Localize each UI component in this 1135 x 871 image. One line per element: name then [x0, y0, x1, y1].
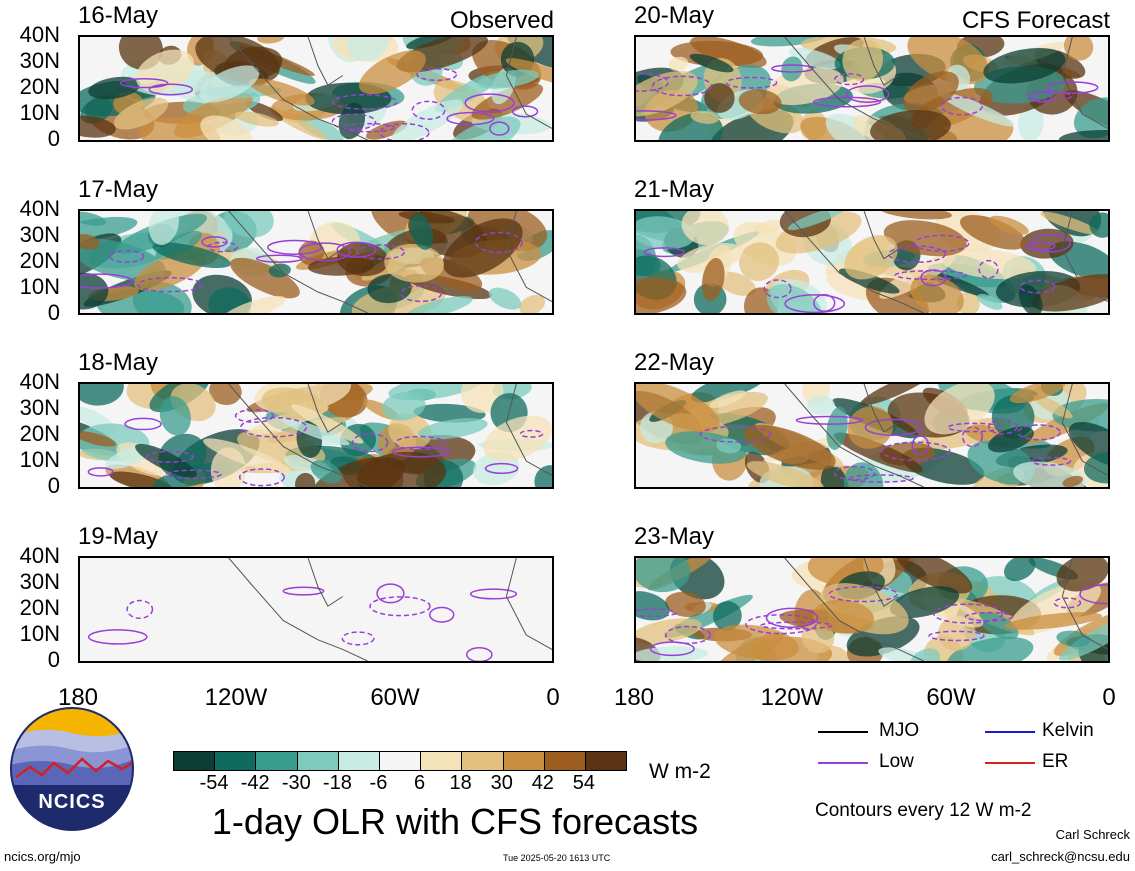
olr-field: [636, 211, 1108, 313]
x-tick-60w-right: 60W: [926, 684, 976, 711]
colorbar-swatch: [420, 752, 462, 770]
y-tick-label: 20N: [19, 248, 60, 273]
map-panel-23may: [634, 556, 1110, 663]
olr-field: [80, 558, 552, 661]
y-tick-label: 0: [47, 126, 60, 151]
colorbar-tick-label: -42: [240, 772, 270, 794]
map-panel-20may: [634, 35, 1110, 142]
legend-label-mjo: MJO: [879, 720, 920, 741]
panel-date-17may: 17-May: [78, 176, 159, 203]
y-tick-label: 0: [47, 473, 60, 498]
colorbar-swatch: [543, 752, 585, 770]
legend-label-kelvin: Kelvin: [1042, 720, 1094, 741]
y-tick-label: 10N: [19, 100, 60, 125]
colorbar-tick-label: 30: [490, 772, 513, 794]
colorbar-swatch: [378, 752, 421, 770]
map-panel-22may: [634, 382, 1110, 489]
map-panel-19may: [78, 556, 554, 663]
y-tick-label: 0: [47, 647, 60, 672]
x-tick-120w-right: 120W: [760, 684, 824, 711]
colorbar-tick-label: 18: [449, 772, 472, 794]
y-tick-label: 10N: [19, 447, 60, 472]
observed-label: Observed: [449, 7, 554, 34]
legend-line-kelvin: [985, 731, 1035, 733]
colorbar-tick-label: 42: [531, 772, 554, 794]
footer-author: Carl Schreck: [1055, 827, 1130, 842]
panel-date-23may: 23-May: [634, 523, 715, 550]
legend-label-er: ER: [1042, 751, 1069, 772]
colorbar-swatch: [337, 752, 379, 770]
colorbar-tick-label: -54: [199, 772, 229, 794]
cfs-forecast-label: CFS Forecast: [961, 7, 1110, 34]
footer-email[interactable]: carl_schreck@ncsu.edu: [991, 849, 1130, 864]
olr-field: [636, 558, 1108, 661]
x-tick-0-right: 0: [1102, 684, 1116, 711]
colorbar-swatch: [584, 752, 627, 770]
panel-date-19may: 19-May: [78, 523, 159, 550]
x-tick-180-right: 180: [613, 684, 655, 711]
colorbar-swatch: [255, 752, 297, 770]
y-tick-label: 30N: [19, 222, 60, 247]
colorbar-swatch: [502, 752, 544, 770]
colorbar-tick-label: 54: [572, 772, 596, 794]
legend-line-low: [818, 762, 868, 764]
olr-field: [636, 384, 1108, 487]
map-panel-21may: [634, 209, 1110, 315]
y-tick-label: 20N: [19, 74, 60, 99]
footer-timestamp: Tue 2025-05-20 1613 UTC: [503, 853, 611, 863]
x-tick-120w: 120W: [204, 684, 268, 711]
x-tick-0: 0: [546, 684, 560, 711]
contour-note: Contours every 12 W m-2: [815, 800, 1032, 821]
y-tick-label: 10N: [19, 621, 60, 646]
colorbar-swatch: [174, 752, 215, 770]
y-tick-label: 30N: [19, 569, 60, 594]
y-tick-label: 30N: [19, 395, 60, 420]
y-tick-label: 20N: [19, 595, 60, 620]
colorbar-tick-label: 6: [413, 772, 426, 794]
logo-text: NCICS: [38, 791, 106, 813]
map-panel-17may: [78, 209, 554, 315]
panel-date-20may: 20-May: [634, 2, 715, 29]
colorbar: [173, 751, 627, 771]
y-tick-label: 30N: [19, 48, 60, 73]
y-tick-label: 40N: [19, 22, 60, 47]
olr-field: [80, 37, 552, 140]
colorbar-swatch: [214, 752, 256, 770]
x-tick-60w: 60W: [370, 684, 420, 711]
olr-field: [80, 211, 552, 313]
colorbar-tick-label: -18: [322, 772, 352, 794]
y-tick-label: 40N: [19, 196, 60, 221]
legend-line-mjo: [818, 731, 868, 733]
y-tick-label: 20N: [19, 421, 60, 446]
olr-field: [636, 37, 1108, 140]
map-panel-18may: [78, 382, 554, 489]
colorbar-unit: W m-2: [649, 760, 711, 783]
x-tick-180: 180: [57, 684, 99, 711]
panel-date-16may: 16-May: [78, 2, 159, 29]
legend-line-er: [985, 762, 1035, 764]
panel-date-18may: 18-May: [78, 349, 159, 376]
panel-date-21may: 21-May: [634, 176, 715, 203]
map-panel-16may: [78, 35, 554, 142]
y-tick-label: 10N: [19, 274, 60, 299]
olr-field: [80, 384, 552, 487]
colorbar-swatch: [461, 752, 503, 770]
y-tick-label: 40N: [19, 369, 60, 394]
ncics-logo: NCICS: [10, 707, 134, 831]
colorbar-swatch: [296, 752, 338, 770]
colorbar-tick-label: -6: [369, 772, 388, 794]
y-tick-label: 40N: [19, 543, 60, 568]
y-tick-label: 0: [47, 300, 60, 325]
footer-url[interactable]: ncics.org/mjo: [4, 849, 81, 864]
legend-label-low: Low: [879, 751, 914, 772]
figure-title: 1-day OLR with CFS forecasts: [211, 801, 699, 842]
colorbar-tick-label: -30: [281, 772, 311, 794]
panel-date-22may: 22-May: [634, 349, 715, 376]
